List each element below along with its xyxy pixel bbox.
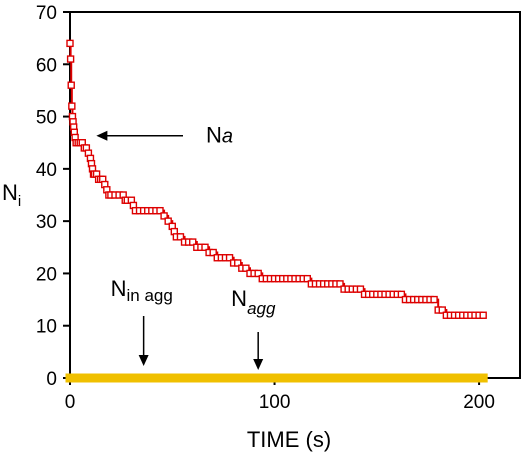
- y-tick-label: 40: [36, 160, 57, 181]
- ni-series-line: [69, 42, 484, 317]
- ninagg-label: Nin agg: [111, 276, 173, 305]
- x-tick-label: 200: [463, 392, 495, 413]
- na-arrowhead: [96, 130, 108, 141]
- ni-data-point: [66, 55, 75, 63]
- ni-data-point: [234, 259, 242, 267]
- ni-data-point: [254, 269, 262, 278]
- y-axis: 0 10 20 30 40 50 60 70: [36, 3, 70, 390]
- nagg-label-main: N: [231, 286, 247, 311]
- na-label: Na: [206, 123, 233, 148]
- ni-data-point: [479, 311, 487, 319]
- y-tick-label: 10: [36, 317, 57, 338]
- ni-series: [66, 39, 487, 319]
- x-axis: 0 100 200: [65, 378, 495, 413]
- ni-data-point: [430, 295, 438, 304]
- ni-data-point: [164, 217, 172, 225]
- ninagg-arrowhead: [138, 355, 149, 366]
- y-axis-title-main: N: [2, 180, 18, 205]
- x-tick-label: 100: [259, 392, 291, 413]
- ni-data-point: [201, 243, 209, 251]
- ninagg-label-sub: in agg: [127, 286, 173, 305]
- y-tick-label: 70: [36, 3, 57, 24]
- ni-data-point: [242, 264, 250, 272]
- ni-data-point: [225, 254, 234, 262]
- y-tick-label: 0: [46, 369, 57, 390]
- nagg-label-sub: agg: [247, 299, 276, 318]
- y-tick-label: 30: [36, 212, 57, 233]
- ni-data-point: [303, 274, 311, 283]
- ni-data-point: [336, 280, 344, 288]
- ni-data-point: [156, 206, 164, 215]
- ni-data-point: [438, 306, 446, 314]
- y-axis-title: Ni: [2, 180, 21, 210]
- nagg-label: Nagg: [231, 286, 276, 318]
- ni-data-point: [66, 39, 74, 48]
- ni-data-point: [356, 285, 365, 293]
- ni-data-point: [160, 212, 168, 220]
- ni-data-point: [67, 81, 75, 89]
- ni-data-point: [176, 233, 185, 241]
- y-tick-label: 20: [36, 264, 57, 285]
- na-label-main: N: [206, 123, 222, 148]
- y-tick-label: 50: [36, 108, 57, 129]
- y-axis-title-sub: i: [18, 193, 21, 210]
- ni-data-point: [397, 290, 406, 299]
- ni-data-point: [189, 238, 197, 246]
- ni-data-point: [209, 248, 217, 257]
- ni-data-point: [68, 102, 76, 110]
- plot-frame: [69, 11, 521, 379]
- y-tick-label: 60: [36, 55, 57, 76]
- x-axis-title: TIME (s): [247, 427, 331, 452]
- na-label-sub: a: [222, 126, 233, 148]
- ninagg-label-main: N: [111, 276, 127, 301]
- plot-area-border: [69, 11, 521, 379]
- nagg-arrowhead: [253, 359, 264, 370]
- x-tick-label: 0: [65, 392, 76, 413]
